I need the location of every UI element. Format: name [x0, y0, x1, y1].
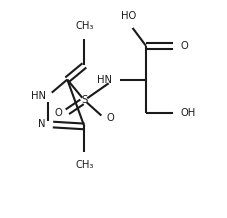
Text: N: N [38, 119, 45, 129]
Text: O: O [106, 113, 113, 123]
Text: OH: OH [179, 108, 195, 118]
Text: HN: HN [30, 91, 45, 101]
Text: HO: HO [121, 11, 136, 21]
Text: CH₃: CH₃ [75, 20, 93, 31]
Text: O: O [55, 108, 62, 118]
Text: CH₃: CH₃ [75, 160, 93, 170]
Text: O: O [179, 41, 187, 51]
Text: HN: HN [96, 75, 111, 85]
Text: S: S [81, 95, 87, 105]
